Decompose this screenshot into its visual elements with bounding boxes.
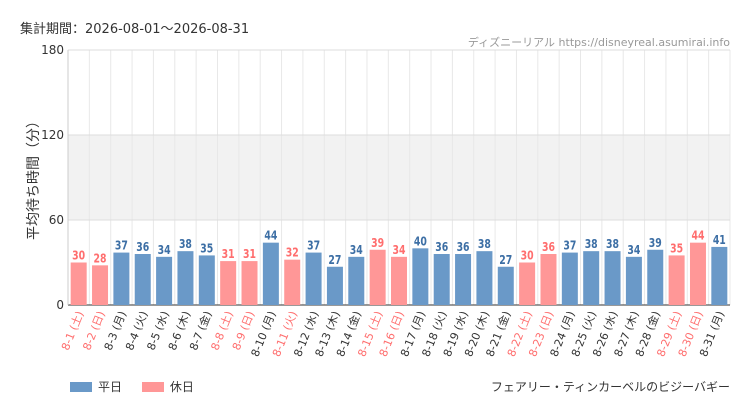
- bar: [391, 256, 407, 305]
- bar: [519, 262, 536, 305]
- data-label: 37: [307, 239, 320, 253]
- data-label: 44: [691, 229, 704, 243]
- data-label: 28: [94, 251, 107, 265]
- attraction-name: フェアリー・ティンカーベルのビジーバギー: [490, 380, 730, 394]
- bar: [647, 249, 664, 305]
- data-label: 39: [649, 236, 662, 250]
- bar: [348, 256, 365, 305]
- legend: 平日 休日: [70, 378, 210, 395]
- data-label: 38: [585, 237, 598, 251]
- data-label: 34: [393, 243, 406, 257]
- bar: [625, 256, 642, 305]
- legend-swatch-holiday: [141, 381, 164, 392]
- data-label: 34: [627, 243, 640, 257]
- data-label: 39: [371, 236, 384, 250]
- data-label: 27: [499, 253, 512, 267]
- bar: [689, 242, 706, 305]
- bar: [476, 251, 493, 305]
- y-tick-label: 120: [41, 128, 64, 142]
- data-label: 44: [264, 229, 277, 243]
- bar: [305, 252, 322, 305]
- data-label: 35: [200, 241, 213, 255]
- data-label: 36: [136, 240, 149, 254]
- data-labels: 30 28 37 36 34 38 35 31 31 44 32 37 27 34 39 34 40 36 36 38…: [72, 229, 726, 267]
- bar: [241, 261, 258, 305]
- data-label: 36: [457, 240, 470, 254]
- y-tick-label: 0: [56, 298, 64, 312]
- bar: [668, 255, 685, 305]
- data-label: 34: [158, 243, 171, 257]
- bar: [326, 266, 343, 305]
- legend-swatch-weekday: [70, 381, 92, 392]
- bar: [455, 254, 472, 305]
- bar: [412, 248, 429, 305]
- bar: [711, 246, 728, 305]
- data-label: 31: [222, 247, 235, 261]
- y-tick-label: 180: [41, 43, 64, 57]
- bar: [92, 265, 109, 305]
- legend-item-weekday: 平日: [70, 378, 122, 395]
- bar: [156, 256, 173, 305]
- period-label: 集計期間：2026-08-01～2026-08-31: [20, 22, 250, 37]
- data-label: 38: [478, 237, 491, 251]
- bar: [433, 254, 450, 305]
- data-label: 37: [563, 239, 576, 253]
- bar: [284, 259, 301, 305]
- bar: [604, 251, 621, 305]
- bar: [497, 266, 514, 305]
- bar: [70, 262, 87, 305]
- data-label: 41: [713, 233, 726, 247]
- bar: [561, 252, 578, 305]
- bar: [198, 255, 215, 305]
- bars: [70, 242, 728, 305]
- band-60-120: [68, 135, 730, 220]
- data-label: 40: [414, 234, 427, 248]
- bar: [583, 251, 600, 305]
- data-label: 27: [328, 253, 341, 267]
- data-label: 32: [286, 246, 299, 260]
- y-tick-label: 60: [49, 213, 64, 227]
- data-label: 30: [72, 249, 85, 263]
- legend-item-holiday: 休日: [141, 378, 194, 395]
- y-axis-label: 平均待ち時間（分）: [26, 114, 42, 240]
- data-label: 38: [179, 237, 192, 251]
- data-label: 30: [521, 249, 534, 263]
- data-label: 31: [243, 247, 256, 261]
- bar: [220, 261, 237, 305]
- data-label: 34: [350, 243, 363, 257]
- legend-label-holiday: 休日: [169, 380, 194, 394]
- bar: [177, 251, 194, 305]
- data-label: 36: [542, 240, 555, 254]
- bar: [113, 252, 130, 305]
- site-credit: ディズニーリアル https://disneyreal.asumirai.inf…: [467, 36, 730, 49]
- data-label: 36: [435, 240, 448, 254]
- bar: [134, 254, 151, 305]
- legend-label-weekday: 平日: [98, 380, 123, 394]
- bar: [369, 249, 386, 305]
- data-label: 35: [670, 241, 683, 255]
- bar: [540, 254, 557, 305]
- data-label: 38: [606, 237, 619, 251]
- bar: [262, 242, 279, 305]
- data-label: 37: [115, 239, 128, 253]
